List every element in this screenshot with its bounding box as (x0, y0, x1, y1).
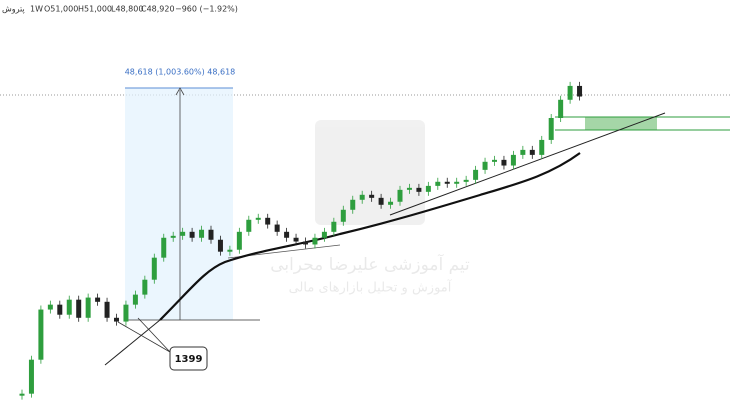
candle (416, 187, 422, 192)
callout-line (137, 317, 171, 353)
candle (274, 224, 280, 232)
candle (473, 169, 479, 180)
candle (350, 199, 356, 210)
watermark: تیم آموزشی علیرضا محرابی آموزش و تحلیل ب… (270, 120, 470, 296)
change: −960 (−1.92%) (175, 5, 238, 14)
candle (397, 189, 403, 202)
candle (482, 161, 488, 170)
candle (57, 304, 63, 315)
candle (104, 301, 110, 318)
candle (199, 229, 205, 238)
candle (265, 217, 271, 225)
candle (151, 257, 157, 280)
candle (548, 117, 554, 140)
candle (378, 197, 384, 205)
candle (161, 237, 167, 258)
header: پتروش 1W O51,000 H51,000 L48,800 C48,920… (2, 5, 238, 14)
candle (501, 159, 507, 166)
candle (208, 229, 214, 240)
watermark-logo (315, 120, 425, 225)
candle (227, 249, 233, 252)
moving-average (159, 152, 581, 321)
candle (19, 393, 25, 396)
callout-box (169, 346, 208, 371)
candle (246, 219, 252, 232)
candle (454, 181, 460, 184)
symbol: پتروش (2, 5, 25, 14)
measure-label: 48,618 (1,003.60%) 48,618 (125, 68, 236, 77)
candle (284, 231, 290, 238)
candle (510, 154, 516, 166)
candle (132, 294, 138, 305)
callout-line (117, 321, 171, 353)
candle (369, 194, 375, 198)
low: L48,800 (111, 5, 143, 14)
candle (520, 149, 526, 155)
candle (114, 317, 119, 322)
candle (425, 185, 431, 192)
close: C48,920 (141, 5, 175, 14)
candle (312, 237, 318, 245)
candle (76, 299, 82, 318)
candle (463, 179, 469, 182)
candle (359, 194, 365, 200)
candle (85, 297, 91, 318)
candle (293, 237, 299, 242)
candle (435, 181, 441, 186)
candle (331, 221, 337, 232)
trend-line (389, 112, 666, 216)
candle (406, 187, 412, 190)
candle (492, 159, 497, 162)
interval: 1W (30, 5, 43, 14)
candle (28, 359, 34, 394)
open: O51,000 (44, 5, 78, 14)
candle (95, 297, 101, 302)
candle (388, 201, 394, 205)
measure-arrow-head (175, 87, 185, 96)
watermark-line1: تیم آموزشی علیرضا محرابی (270, 253, 470, 275)
candle (180, 231, 186, 236)
watermark-line2: آموزش و تحلیل بازارهای مالی (289, 279, 453, 296)
trend-line-2 (104, 319, 161, 366)
candles (19, 81, 583, 400)
candle (47, 304, 53, 310)
candle (567, 85, 573, 100)
candle (217, 239, 223, 252)
callout-text: 1399 (175, 354, 203, 365)
candle (170, 235, 176, 238)
candle (539, 139, 545, 155)
candle (123, 304, 129, 322)
candle (189, 231, 195, 238)
candle (303, 241, 308, 245)
candle (577, 85, 583, 97)
measure-box (125, 88, 233, 320)
candle (321, 231, 327, 238)
candle (255, 217, 261, 220)
candle (529, 149, 535, 155)
candle (66, 299, 72, 315)
high: H51,000 (78, 5, 112, 14)
candle (38, 309, 44, 360)
zone (585, 117, 657, 130)
candle (444, 181, 450, 184)
candle (340, 209, 346, 222)
candle (142, 279, 148, 295)
candle (236, 231, 242, 250)
candle (558, 99, 564, 118)
